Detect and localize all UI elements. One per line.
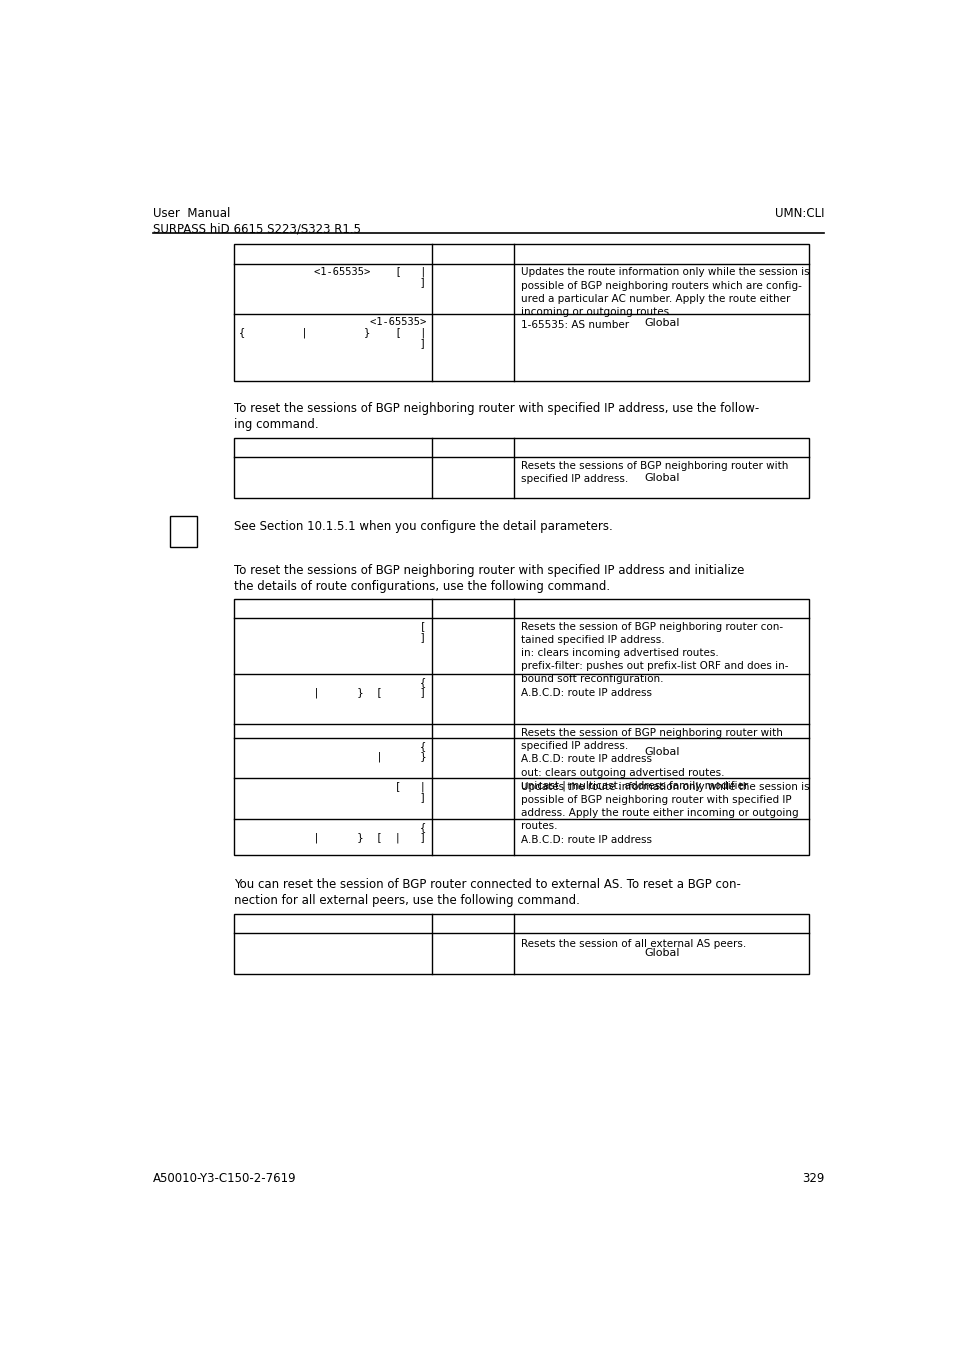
Text: |      }  [      ]: | } [ ] [301, 688, 426, 698]
Text: <1-65535>    [   |: <1-65535> [ | [314, 267, 426, 277]
Text: See Section 10.1.5.1 when you configure the detail parameters.: See Section 10.1.5.1 when you configure … [233, 521, 612, 533]
Text: ]: ] [400, 278, 426, 288]
Text: You can reset the session of BGP router connected to external AS. To reset a BGP: You can reset the session of BGP router … [233, 878, 740, 891]
Text: Global: Global [643, 317, 679, 328]
Text: Updates the route information only while the session is
possible of BGP neighbor: Updates the route information only while… [520, 267, 808, 331]
Text: Updates the route information only while the session is
possible of BGP neighbor: Updates the route information only while… [520, 782, 808, 845]
Text: A50010-Y3-C150-2-7619: A50010-Y3-C150-2-7619 [153, 1172, 296, 1185]
Text: Global: Global [643, 948, 679, 958]
Text: Global: Global [643, 472, 679, 483]
Text: {: { [270, 822, 426, 832]
Text: ]: ] [400, 632, 426, 641]
Bar [233, 437, 808, 498]
Text: |      }: | } [363, 752, 426, 763]
Text: To reset the sessions of BGP neighboring router with specified IP address, use t: To reset the sessions of BGP neighboring… [233, 402, 759, 416]
Bar [233, 244, 808, 382]
Text: UMN:CLI: UMN:CLI [774, 207, 823, 220]
Text: User  Manual: User Manual [153, 207, 231, 220]
Text: ]: ] [400, 792, 426, 802]
Text: nection for all external peers, use the following command.: nection for all external peers, use the … [233, 894, 579, 907]
Text: |      }  [  |   ]: | } [ | ] [301, 833, 426, 844]
Text: Resets the sessions of BGP neighboring router with
specified IP address.: Resets the sessions of BGP neighboring r… [520, 460, 787, 483]
Bar [170, 516, 196, 547]
Text: Resets the session of BGP neighboring router con-
tained specified IP address.
i: Resets the session of BGP neighboring ro… [520, 622, 787, 698]
Text: [: [ [301, 621, 426, 630]
Text: Resets the session of BGP neighboring router with
specified IP address.
A.B.C.D:: Resets the session of BGP neighboring ro… [520, 728, 781, 791]
Bar [233, 598, 808, 855]
Text: To reset the sessions of BGP neighboring router with specified IP address and in: To reset the sessions of BGP neighboring… [233, 564, 743, 576]
Text: [   |: [ | [275, 782, 426, 791]
Text: the details of route configurations, use the following command.: the details of route configurations, use… [233, 580, 609, 593]
Text: 329: 329 [801, 1172, 823, 1185]
Text: {: { [270, 678, 426, 687]
Text: <1-65535>: <1-65535> [294, 317, 426, 327]
Text: Global: Global [643, 747, 679, 757]
Text: Resets the session of all external AS peers.: Resets the session of all external AS pe… [520, 940, 745, 949]
Text: {: { [270, 741, 426, 751]
Text: ing command.: ing command. [233, 418, 318, 432]
Text: ]: ] [400, 339, 426, 348]
Text: {         |         }    [   |: { | } [ | [238, 328, 426, 338]
Bar [233, 914, 808, 973]
Text: SURPASS hiD 6615 S223/S323 R1.5: SURPASS hiD 6615 S223/S323 R1.5 [153, 221, 361, 235]
